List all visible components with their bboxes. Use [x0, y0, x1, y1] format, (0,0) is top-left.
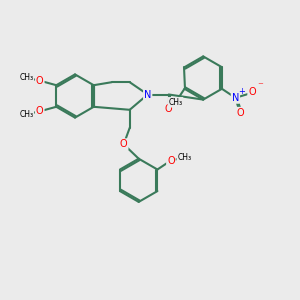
Text: O: O [167, 155, 175, 166]
Text: ⁻: ⁻ [257, 82, 263, 92]
Text: CH₃: CH₃ [19, 73, 33, 82]
Text: O: O [165, 104, 172, 115]
Text: O: O [236, 108, 244, 118]
Text: CH₃: CH₃ [19, 110, 33, 119]
Text: CH₃: CH₃ [168, 98, 183, 107]
Text: +: + [238, 87, 245, 96]
Text: O: O [36, 106, 44, 116]
Text: O: O [36, 76, 44, 86]
Text: CH₃: CH₃ [177, 153, 191, 162]
Text: O: O [120, 139, 127, 149]
Text: N: N [232, 93, 239, 103]
Text: O: O [248, 87, 256, 97]
Text: N: N [144, 89, 152, 100]
